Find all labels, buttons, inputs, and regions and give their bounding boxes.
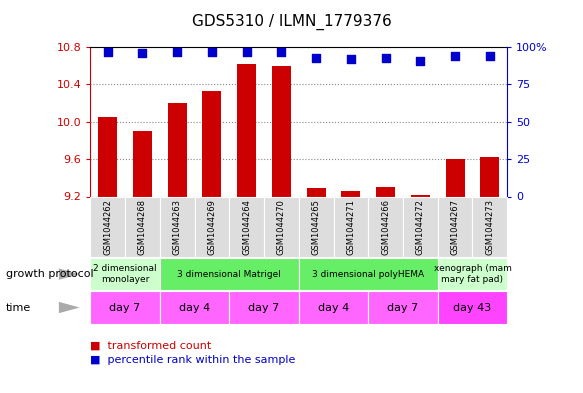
Text: day 4: day 4 xyxy=(179,303,210,312)
Bar xyxy=(299,292,368,323)
Bar xyxy=(438,196,472,257)
Point xyxy=(138,50,147,56)
Text: 3 dimensional polyHEMA: 3 dimensional polyHEMA xyxy=(312,270,424,279)
Point xyxy=(346,56,356,62)
Text: day 7: day 7 xyxy=(387,303,419,312)
Polygon shape xyxy=(59,302,80,313)
Bar xyxy=(237,64,257,196)
Text: GDS5310 / ILMN_1779376: GDS5310 / ILMN_1779376 xyxy=(192,13,391,30)
Point xyxy=(311,55,321,61)
Text: 2 dimensional
monolayer: 2 dimensional monolayer xyxy=(93,264,157,284)
Bar xyxy=(307,188,326,196)
Text: GSM1044273: GSM1044273 xyxy=(485,199,494,255)
Point xyxy=(381,55,390,61)
Text: day 7: day 7 xyxy=(248,303,280,312)
Text: GSM1044265: GSM1044265 xyxy=(312,199,321,255)
Bar xyxy=(438,292,507,323)
Bar xyxy=(299,258,438,290)
Text: xenograph (mam
mary fat pad): xenograph (mam mary fat pad) xyxy=(434,264,511,284)
Text: GSM1044263: GSM1044263 xyxy=(173,199,182,255)
Bar xyxy=(368,196,403,257)
Bar xyxy=(160,258,299,290)
Bar xyxy=(368,292,438,323)
Text: day 7: day 7 xyxy=(110,303,141,312)
Point xyxy=(416,57,425,64)
Bar xyxy=(272,66,291,196)
Text: GSM1044272: GSM1044272 xyxy=(416,199,425,255)
Text: GSM1044262: GSM1044262 xyxy=(103,199,113,255)
Bar xyxy=(341,191,360,196)
Text: GSM1044266: GSM1044266 xyxy=(381,199,390,255)
Text: GSM1044269: GSM1044269 xyxy=(208,199,216,255)
Bar xyxy=(445,159,465,196)
Text: growth protocol: growth protocol xyxy=(6,269,93,279)
Bar xyxy=(98,117,117,196)
Bar xyxy=(125,196,160,257)
Bar xyxy=(376,187,395,196)
Bar xyxy=(195,196,229,257)
Text: GSM1044271: GSM1044271 xyxy=(346,199,356,255)
Point xyxy=(208,48,217,55)
Bar xyxy=(480,157,500,196)
Bar xyxy=(168,103,187,196)
Text: time: time xyxy=(6,303,31,312)
Point xyxy=(485,53,494,59)
Bar xyxy=(411,195,430,196)
Text: day 43: day 43 xyxy=(454,303,491,312)
Text: GSM1044268: GSM1044268 xyxy=(138,199,147,255)
Bar xyxy=(133,131,152,196)
Text: 3 dimensional Matrigel: 3 dimensional Matrigel xyxy=(177,270,281,279)
Bar xyxy=(90,196,125,257)
Point xyxy=(242,48,251,55)
Point xyxy=(173,48,182,55)
Bar xyxy=(403,196,438,257)
Bar xyxy=(229,196,264,257)
Text: day 4: day 4 xyxy=(318,303,349,312)
Polygon shape xyxy=(59,268,80,280)
Bar xyxy=(229,292,299,323)
Bar xyxy=(264,196,298,257)
Text: GSM1044270: GSM1044270 xyxy=(277,199,286,255)
Point xyxy=(277,48,286,55)
Text: GSM1044267: GSM1044267 xyxy=(451,199,459,255)
Text: GSM1044264: GSM1044264 xyxy=(242,199,251,255)
Point xyxy=(451,53,460,59)
Bar xyxy=(333,196,368,257)
Bar xyxy=(438,258,507,290)
Bar xyxy=(160,292,229,323)
Text: ■  percentile rank within the sample: ■ percentile rank within the sample xyxy=(90,354,296,365)
Bar xyxy=(299,196,333,257)
Bar xyxy=(90,258,160,290)
Bar xyxy=(160,196,195,257)
Bar xyxy=(90,292,160,323)
Bar xyxy=(472,196,507,257)
Point xyxy=(103,48,113,55)
Bar xyxy=(202,91,222,196)
Text: ■  transformed count: ■ transformed count xyxy=(90,341,212,351)
